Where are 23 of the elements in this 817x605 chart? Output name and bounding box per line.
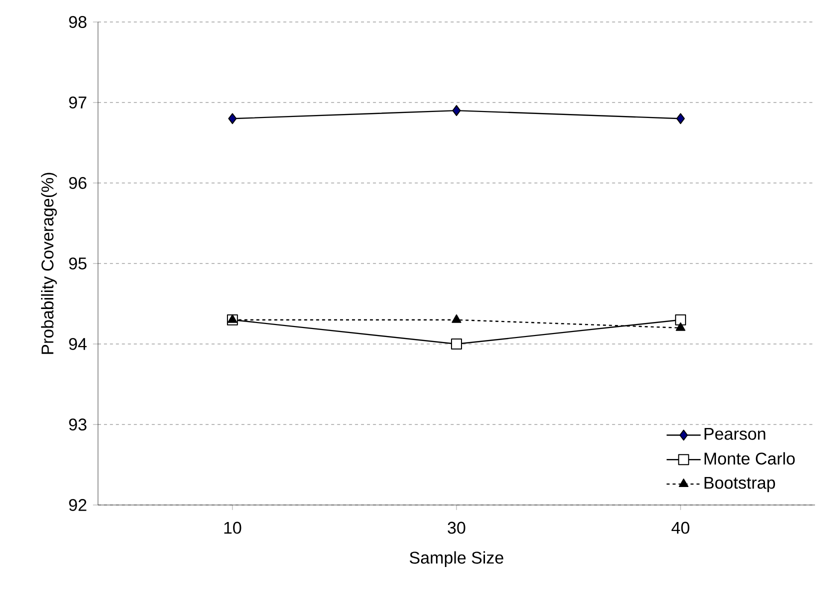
y-tick-label: 97	[69, 96, 86, 108]
x-tick-label: 10	[224, 522, 242, 534]
y-tick-label: 98	[69, 16, 86, 28]
point	[228, 113, 237, 124]
point	[228, 314, 238, 323]
legend-label: Bootstrap	[704, 476, 776, 492]
legend-label: Monte Carlo	[704, 452, 795, 465]
y-axis-title: Probability Coverage(%)	[41, 172, 57, 354]
point	[675, 314, 686, 326]
y-tick-label: 94	[69, 338, 87, 350]
y-tick-label: 95	[69, 258, 86, 270]
y-tick-label: 96	[69, 177, 86, 189]
y-tick-label: 92	[69, 499, 86, 511]
x-tick-label: 40	[672, 522, 690, 534]
x-tick-label: 30	[448, 522, 466, 534]
point	[676, 322, 686, 331]
y-tick-label: 93	[69, 418, 86, 430]
point	[452, 105, 461, 116]
legend-label: Pearson	[704, 428, 766, 440]
point	[452, 314, 462, 323]
point	[451, 338, 462, 350]
x-axis-title: Sample Size	[410, 551, 504, 568]
point	[676, 113, 685, 124]
